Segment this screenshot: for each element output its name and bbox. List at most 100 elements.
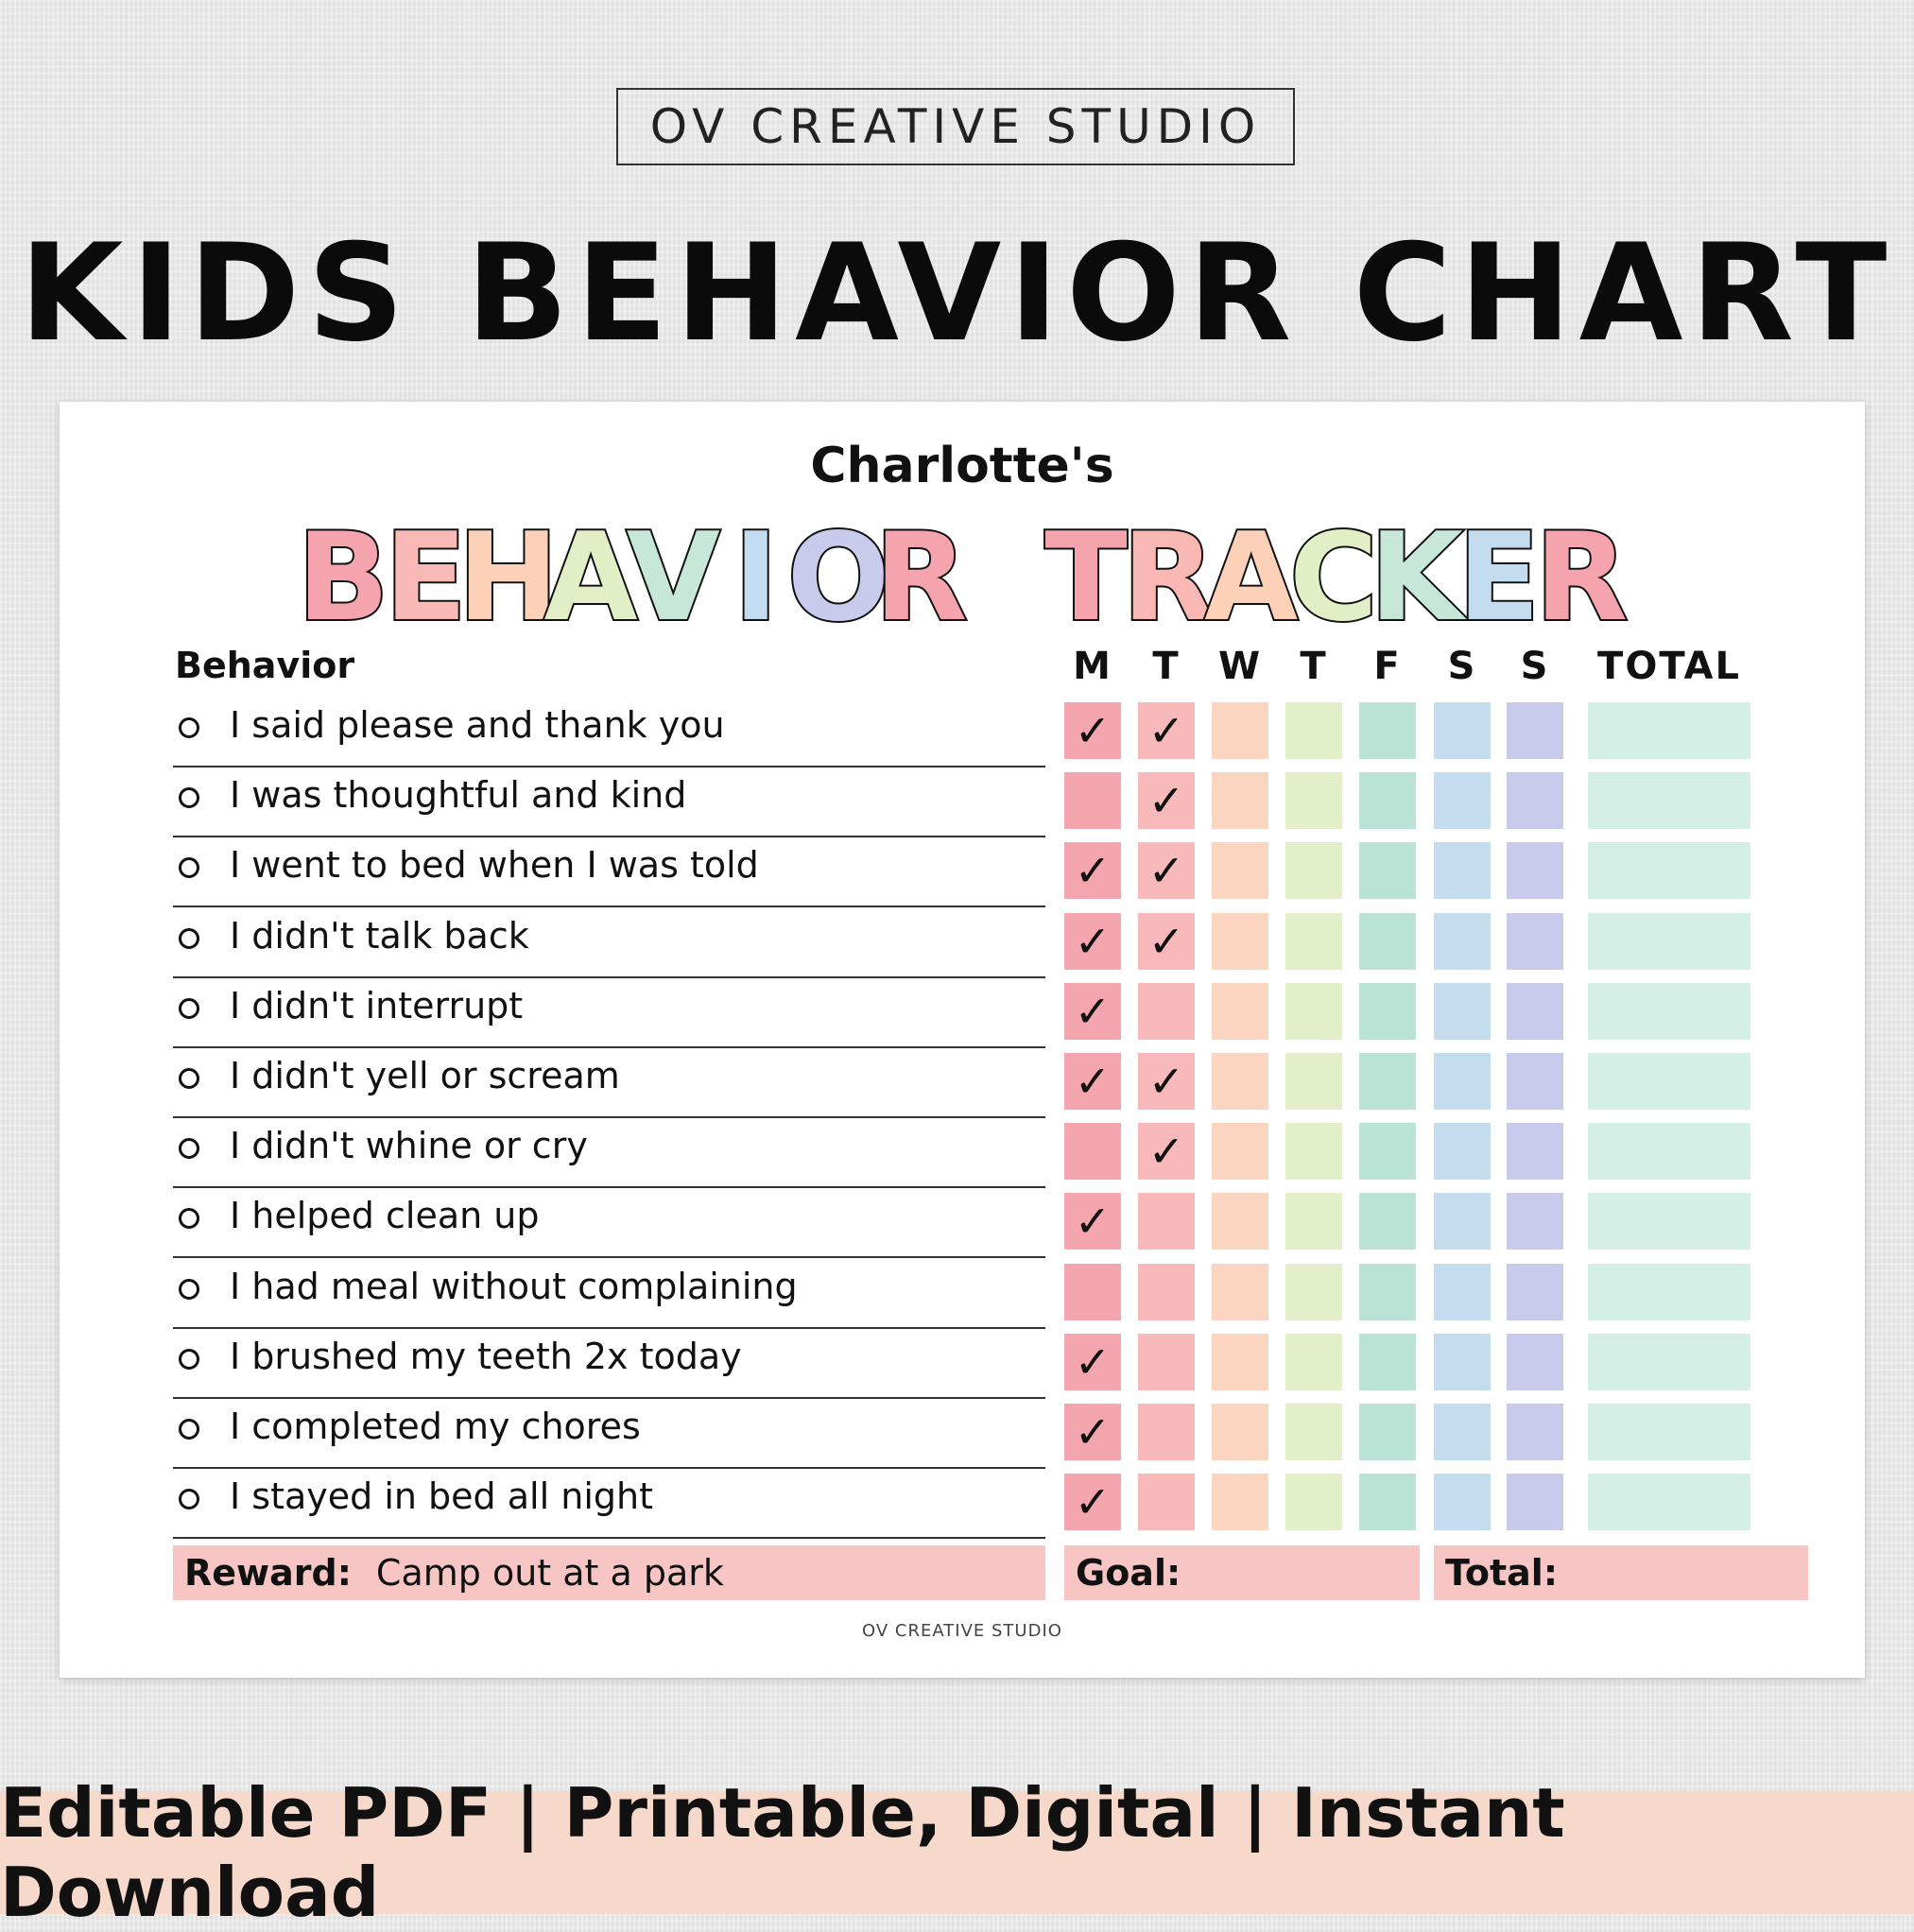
day-cell[interactable] [1434, 772, 1491, 830]
day-cell[interactable]: ✓ [1064, 982, 1121, 1040]
day-cell[interactable] [1507, 1263, 1563, 1320]
day-cell[interactable]: ✓ [1064, 842, 1121, 900]
day-cell[interactable] [1285, 1474, 1342, 1531]
day-cell[interactable] [1507, 1474, 1563, 1531]
day-cell[interactable] [1507, 982, 1563, 1040]
goal-bar[interactable]: Goal: [1064, 1545, 1420, 1600]
row-total-cell[interactable] [1588, 1333, 1750, 1390]
circle-bullet-icon[interactable] [179, 1138, 199, 1160]
row-total-cell[interactable] [1588, 1404, 1750, 1460]
day-cell[interactable]: ✓ [1064, 912, 1121, 970]
day-cell[interactable] [1359, 772, 1416, 830]
day-cell[interactable] [1434, 1263, 1491, 1320]
circle-bullet-icon[interactable] [179, 717, 199, 738]
day-cell[interactable] [1212, 1123, 1268, 1181]
day-cell[interactable]: ✓ [1064, 1053, 1121, 1110]
day-cell[interactable] [1285, 1053, 1342, 1110]
day-cell[interactable] [1212, 702, 1268, 759]
day-cell[interactable] [1285, 702, 1342, 759]
day-cell[interactable] [1138, 1263, 1195, 1320]
row-total-cell[interactable] [1588, 842, 1750, 900]
total-bar[interactable]: Total: [1434, 1545, 1808, 1600]
day-cell[interactable] [1434, 1193, 1491, 1251]
day-cell[interactable] [1064, 1263, 1121, 1320]
day-cell[interactable] [1212, 1474, 1268, 1531]
row-total-cell[interactable] [1588, 1053, 1750, 1110]
day-cell[interactable] [1212, 1404, 1268, 1460]
day-cell[interactable] [1212, 1263, 1268, 1320]
circle-bullet-icon[interactable] [179, 1068, 199, 1089]
day-cell[interactable] [1507, 1193, 1563, 1251]
day-cell[interactable] [1434, 842, 1491, 900]
day-cell[interactable]: ✓ [1138, 1053, 1195, 1110]
day-cell[interactable]: ✓ [1138, 842, 1195, 900]
day-cell[interactable] [1212, 1333, 1268, 1390]
day-cell[interactable] [1285, 1123, 1342, 1181]
day-cell[interactable] [1285, 982, 1342, 1040]
day-cell[interactable] [1434, 1123, 1491, 1181]
day-cell[interactable] [1064, 772, 1121, 830]
day-cell[interactable] [1285, 772, 1342, 830]
day-cell[interactable] [1434, 1053, 1491, 1110]
row-total-cell[interactable] [1588, 772, 1750, 830]
day-cell[interactable]: ✓ [1138, 702, 1195, 759]
day-cell[interactable] [1212, 912, 1268, 970]
day-cell[interactable]: ✓ [1064, 702, 1121, 759]
day-cell[interactable]: ✓ [1138, 1123, 1195, 1181]
day-cell[interactable] [1359, 1193, 1416, 1251]
circle-bullet-icon[interactable] [179, 997, 199, 1019]
day-cell[interactable] [1285, 912, 1342, 970]
circle-bullet-icon[interactable] [179, 1208, 199, 1230]
day-cell[interactable] [1285, 842, 1342, 900]
day-cell[interactable] [1359, 1404, 1416, 1460]
day-cell[interactable] [1359, 842, 1416, 900]
day-cell[interactable] [1434, 702, 1491, 759]
circle-bullet-icon[interactable] [179, 927, 199, 949]
day-cell[interactable] [1434, 1404, 1491, 1460]
day-cell[interactable]: ✓ [1064, 1193, 1121, 1251]
day-cell[interactable] [1359, 1053, 1416, 1110]
day-cell[interactable] [1138, 1333, 1195, 1390]
day-cell[interactable] [1434, 912, 1491, 970]
day-cell[interactable] [1359, 1474, 1416, 1531]
day-cell[interactable] [1434, 982, 1491, 1040]
day-cell[interactable]: ✓ [1064, 1333, 1121, 1390]
day-cell[interactable]: ✓ [1064, 1474, 1121, 1531]
circle-bullet-icon[interactable] [179, 1419, 199, 1440]
day-cell[interactable] [1359, 1263, 1416, 1320]
day-cell[interactable] [1285, 1404, 1342, 1460]
day-cell[interactable]: ✓ [1138, 772, 1195, 830]
day-cell[interactable] [1212, 1193, 1268, 1251]
circle-bullet-icon[interactable] [179, 1489, 199, 1510]
day-cell[interactable] [1507, 1053, 1563, 1110]
day-cell[interactable] [1507, 842, 1563, 900]
day-cell[interactable] [1507, 1123, 1563, 1181]
day-cell[interactable] [1212, 1053, 1268, 1110]
day-cell[interactable] [1285, 1193, 1342, 1251]
day-cell[interactable] [1212, 982, 1268, 1040]
day-cell[interactable] [1359, 912, 1416, 970]
day-cell[interactable] [1064, 1123, 1121, 1181]
row-total-cell[interactable] [1588, 912, 1750, 970]
row-total-cell[interactable] [1588, 702, 1750, 759]
day-cell[interactable] [1285, 1263, 1342, 1320]
day-cell[interactable] [1507, 912, 1563, 970]
day-cell[interactable] [1212, 772, 1268, 830]
day-cell[interactable] [1212, 842, 1268, 900]
day-cell[interactable]: ✓ [1138, 912, 1195, 970]
circle-bullet-icon[interactable] [179, 1348, 199, 1370]
day-cell[interactable] [1507, 702, 1563, 759]
day-cell[interactable] [1138, 982, 1195, 1040]
circle-bullet-icon[interactable] [179, 857, 199, 879]
day-cell[interactable] [1507, 772, 1563, 830]
day-cell[interactable] [1285, 1333, 1342, 1390]
day-cell[interactable] [1359, 702, 1416, 759]
circle-bullet-icon[interactable] [179, 787, 199, 809]
row-total-cell[interactable] [1588, 982, 1750, 1040]
row-total-cell[interactable] [1588, 1263, 1750, 1320]
day-cell[interactable] [1507, 1333, 1563, 1390]
circle-bullet-icon[interactable] [179, 1278, 199, 1300]
day-cell[interactable] [1138, 1474, 1195, 1531]
day-cell[interactable] [1434, 1474, 1491, 1531]
row-total-cell[interactable] [1588, 1123, 1750, 1181]
